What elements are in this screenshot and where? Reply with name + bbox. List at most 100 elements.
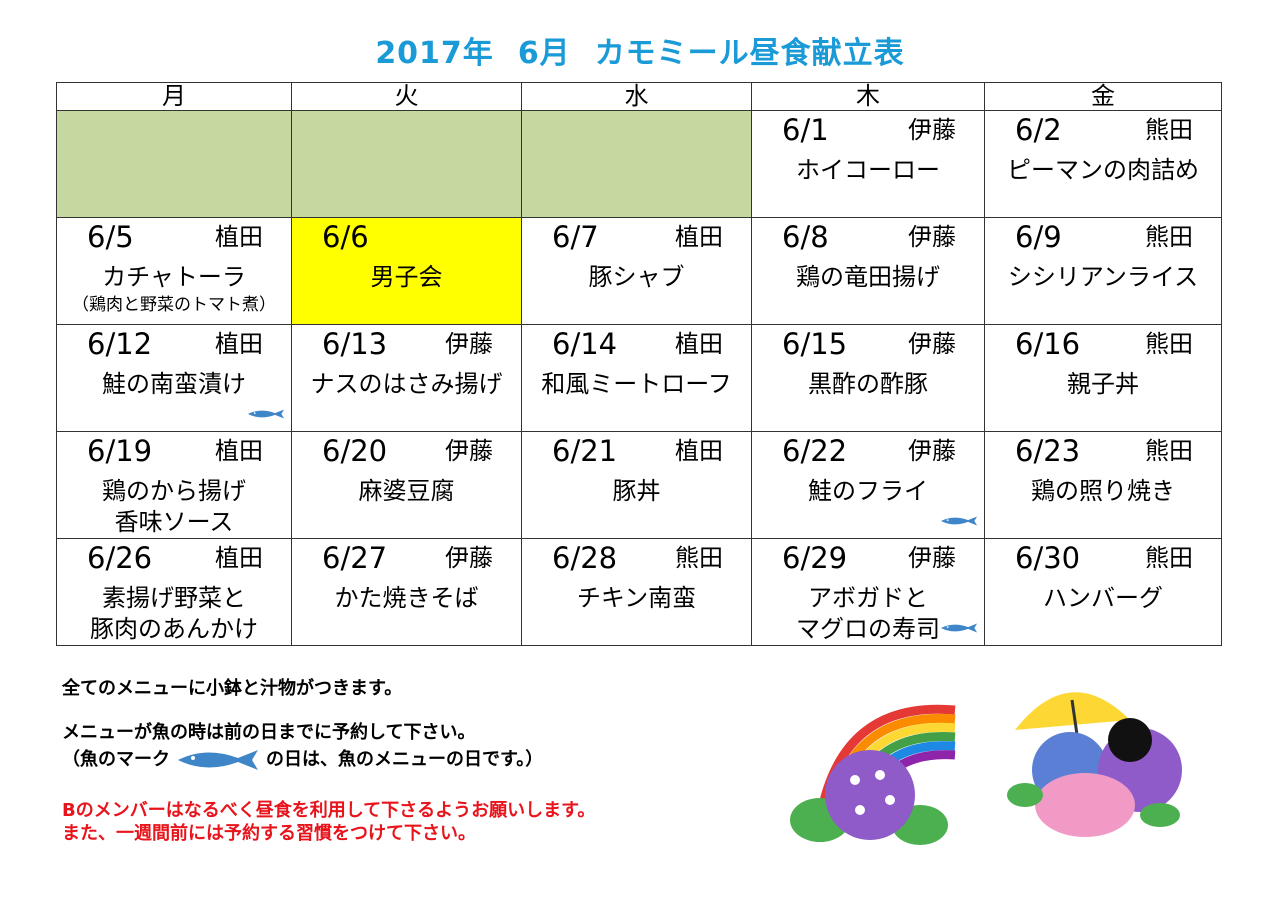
menu-name: ピーマンの肉詰め xyxy=(1007,156,1199,184)
day-date: 6/21 xyxy=(552,434,618,468)
day-cell: 6/29 伊藤 アボガドと マグロの寿司 xyxy=(751,538,985,646)
cook-name: 熊田 xyxy=(1145,544,1193,572)
week-row: 6/19 植田 鶏のから揚げ 香味ソース 6/20 伊藤 麻婆豆腐 6/21 植田 豚丼 6/22 伊… xyxy=(56,431,1222,539)
menu-item: 麻婆豆腐 xyxy=(292,476,521,507)
menu-item: ナスのはさみ揚げ xyxy=(292,369,521,400)
cook-name: 植田 xyxy=(675,223,723,251)
menu-name: ホイコーロー xyxy=(796,156,940,184)
day-date: 6/6 xyxy=(322,220,369,254)
menu-name: チキン南蛮 xyxy=(576,584,697,612)
menu-name: 鶏のから揚げ xyxy=(102,477,246,505)
menu-subtitle: （鶏肉と野菜のトマト煮） xyxy=(72,295,276,315)
menu-name: 鶏の竜田揚げ xyxy=(796,263,940,291)
day-cell: 6/16 熊田 親子丼 xyxy=(984,324,1222,432)
day-cell: 6/30 熊田 ハンバーグ xyxy=(984,538,1222,646)
cook-name: 伊藤 xyxy=(908,116,956,144)
week-row: 6/1 伊藤ホイコーロー 6/2 熊田ピーマンの肉詰め xyxy=(56,110,1222,218)
menu-name: ナスのはさみ揚げ xyxy=(310,370,503,398)
day-cell: 6/19 植田 鶏のから揚げ 香味ソース xyxy=(56,431,292,539)
cook-name: 植田 xyxy=(675,330,723,358)
menu-name: 豚丼 xyxy=(612,477,661,505)
cook-name: 伊藤 xyxy=(445,437,493,465)
day-cell: 6/27 伊藤 かた焼きそば xyxy=(291,538,522,646)
menu-name-line2: 香味ソース xyxy=(114,508,234,536)
day-date: 6/5 xyxy=(87,220,134,254)
note-reservation-habit: また、一週間前には予約する習慣をつけて下さい。 xyxy=(62,823,476,844)
weekday-header: 火 xyxy=(291,82,522,111)
day-cell: 6/23 熊田 鶏の照り焼き xyxy=(984,431,1222,539)
menu-item: ピーマンの肉詰め xyxy=(985,155,1221,186)
empty-day-cell xyxy=(291,110,522,218)
day-cell: 6/28 熊田チキン南蛮 xyxy=(521,538,752,646)
menu-item: 豚シャブ xyxy=(522,262,751,293)
day-date: 6/23 xyxy=(1015,434,1081,468)
day-cell: 6/13 伊藤ナスのはさみ揚げ xyxy=(291,324,522,432)
day-date: 6/16 xyxy=(1015,327,1081,361)
menu-item: 豚丼 xyxy=(522,476,751,507)
umbrella-hydrangea-illustration xyxy=(1007,692,1182,837)
day-date: 6/9 xyxy=(1015,220,1062,254)
cook-name: 熊田 xyxy=(1145,330,1193,358)
menu-name: アボガドと xyxy=(808,584,928,612)
menu-item: かた焼きそば xyxy=(292,583,521,614)
week-row: 6/5 植田 カチャトーラ （鶏肉と野菜のトマト煮） 6/6 男子会 6/7 植田 豚シャブ 6/… xyxy=(56,217,1222,325)
title-year: 2017年 xyxy=(375,36,494,71)
menu-name: カチャトーラ xyxy=(102,263,246,291)
day-cell: 6/14 植田 和風ミートローフ xyxy=(521,324,752,432)
menu-name-line2: 豚肉のあんかけ xyxy=(90,615,258,643)
day-date: 6/12 xyxy=(87,327,153,361)
menu-name: かた焼きそば xyxy=(334,584,479,612)
cook-name: 熊田 xyxy=(675,544,723,572)
cook-name: 植田 xyxy=(215,437,263,465)
day-date: 6/15 xyxy=(782,327,848,361)
menu-item: シシリアンライス xyxy=(985,262,1221,293)
menu-item: 和風ミートローフ xyxy=(522,369,751,400)
note-fish-mark-a: （魚のマーク xyxy=(62,749,170,770)
fish-icon xyxy=(940,513,978,532)
menu-item: 親子丼 xyxy=(985,369,1221,400)
note-member-request: Bのメンバーはなるべく昼食を利用して下さるようお願いします。 xyxy=(62,800,596,821)
day-date: 6/7 xyxy=(552,220,599,254)
menu-name: 鶏の照り焼き xyxy=(1031,477,1175,505)
day-date: 6/2 xyxy=(1015,113,1062,147)
day-date: 6/27 xyxy=(322,541,388,575)
weekday-header: 水 xyxy=(521,82,752,111)
day-date: 6/30 xyxy=(1015,541,1081,575)
menu-item: 男子会 xyxy=(292,262,521,293)
day-date: 6/22 xyxy=(782,434,848,468)
day-date: 6/1 xyxy=(782,113,829,147)
menu-calendar: 月火水木金 6/1 伊藤 ホイコーロー 6/2 熊田 ピーマンの肉詰め 6/5 植田 カチャトー… xyxy=(56,82,1222,646)
cook-name: 伊藤 xyxy=(908,330,956,358)
menu-name: 鮭の南蛮漬け xyxy=(102,370,246,398)
day-cell: 6/20 伊藤麻婆豆腐 xyxy=(291,431,522,539)
day-date: 6/20 xyxy=(322,434,388,468)
cook-name: 植田 xyxy=(215,544,263,572)
day-cell: 6/15 伊藤黒酢の酢豚 xyxy=(751,324,985,432)
note-fish-mark: （魚のマーク の日は、魚のメニューの日です。） xyxy=(62,748,543,772)
day-cell: 6/1 伊藤ホイコーロー xyxy=(751,110,985,218)
day-date: 6/13 xyxy=(322,327,388,361)
day-cell: 6/8 伊藤 鶏の竜田揚げ xyxy=(751,217,985,325)
menu-item: 鶏のから揚げ 香味ソース xyxy=(57,476,291,538)
menu-name: 素揚げ野菜と xyxy=(102,584,246,612)
day-cell: 6/6 男子会 xyxy=(291,217,522,325)
page-title: 2017年 6月 カモミール昼食献立表 xyxy=(0,28,1280,72)
menu-name: 豚シャブ xyxy=(588,263,685,291)
menu-name: シシリアンライス xyxy=(1007,263,1199,291)
cook-name: 植田 xyxy=(215,223,263,251)
menu-name: 黒酢の酢豚 xyxy=(808,370,928,398)
menu-item: 素揚げ野菜と 豚肉のあんかけ xyxy=(57,583,291,645)
menu-item: 鶏の照り焼き xyxy=(985,476,1221,507)
menu-name: 男子会 xyxy=(370,263,443,291)
week-row: 6/26 植田 素揚げ野菜と 豚肉のあんかけ 6/27 伊藤 かた焼きそば 6/28 熊田 チキン… xyxy=(56,538,1222,646)
note-fish-reservation: メニューが魚の時は前の日までに予約して下さい。 xyxy=(62,722,476,743)
day-cell: 6/7 植田豚シャブ xyxy=(521,217,752,325)
cook-name: 熊田 xyxy=(1145,116,1193,144)
menu-name: 親子丼 xyxy=(1067,370,1139,398)
day-cell: 6/26 植田素揚げ野菜と 豚肉のあんかけ xyxy=(56,538,292,646)
cook-name: 植田 xyxy=(675,437,723,465)
day-date: 6/28 xyxy=(552,541,618,575)
day-date: 6/26 xyxy=(87,541,153,575)
fish-icon xyxy=(247,406,285,425)
cook-name: 伊藤 xyxy=(445,330,493,358)
